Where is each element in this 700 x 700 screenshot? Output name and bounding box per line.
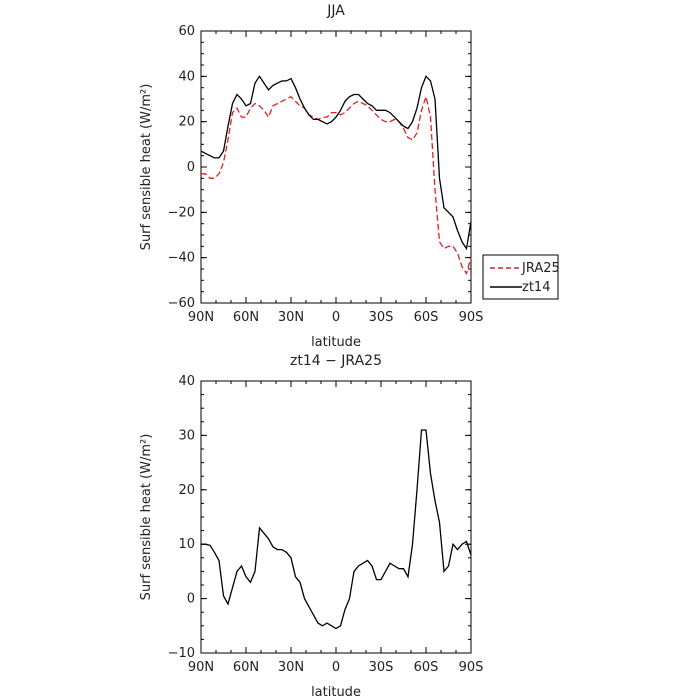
y-axis: −60 −40 −20 0 20 40 60 [168,24,471,311]
x-tick-label: 60N [233,660,259,675]
x-tick-label: 0 [332,660,340,675]
plot-area [200,75,472,276]
x-tick-label: 90S [459,660,484,675]
y-tick-label: −10 [168,646,195,661]
x-tick-label: 90N [188,660,214,675]
legend-label-jra25: JRA25 [521,261,560,276]
y-axis-label-2: Surf sensible heat (W/m²) [139,434,154,601]
x-tick-label: 30S [369,310,394,325]
plot-frame [200,30,472,304]
x-tick-label: 30N [278,660,304,675]
x-axis-2: 90N 60N 30N 0 30S 60S 90S [188,381,484,675]
panel-top: JJA −60 −40 −20 0 20 40 60 90N 60N 30N 0 30S 60S 90S… [139,3,560,350]
x-axis-label-2: latitude [311,685,361,700]
series-line-difference [201,429,472,630]
y-tick-label: −40 [168,251,195,266]
x-tick-label: 0 [332,310,340,325]
x-tick-label: 60S [414,310,439,325]
y-tick-label: 0 [187,592,195,607]
series-line-zt14 [200,75,472,251]
y-axis-label: Surf sensible heat (W/m²) [139,84,154,251]
chart-title-2: zt14 − JRA25 [290,353,382,369]
y-tick-label: 40 [178,69,195,84]
y-axis-2: −10 0 10 20 30 40 [168,374,471,661]
chart-title: JJA [326,3,345,19]
y-tick-label: 30 [178,428,195,443]
legend: JRA25 zt14 [482,254,560,300]
legend-box [482,254,559,300]
y-tick-label: 20 [178,483,195,498]
x-axis: 90N 60N 30N 0 30S 60S 90S [188,31,484,325]
x-tick-label: 90N [188,310,214,325]
x-tick-label: 60S [414,660,439,675]
plot-area-2 [201,429,472,630]
y-tick-label: −20 [168,205,195,220]
y-tick-label: 10 [178,537,195,552]
x-axis-label: latitude [311,335,361,350]
panel-bottom: zt14 − JRA25 −10 0 10 20 30 40 90N 60N 30N 0 30S 6… [139,353,483,700]
x-tick-label: 60N [233,310,259,325]
legend-label-zt14: zt14 [522,280,550,295]
y-tick-label: 20 [178,115,195,130]
x-tick-label: 30S [369,660,394,675]
x-tick-label: 90S [459,310,484,325]
plot-frame-2 [200,380,472,654]
y-tick-label: −60 [168,296,195,311]
series-line-jra25 [201,94,472,276]
y-tick-label: 40 [178,374,195,389]
x-tick-label: 30N [278,310,304,325]
y-tick-label: 60 [178,24,195,39]
y-tick-label: 0 [187,160,195,175]
